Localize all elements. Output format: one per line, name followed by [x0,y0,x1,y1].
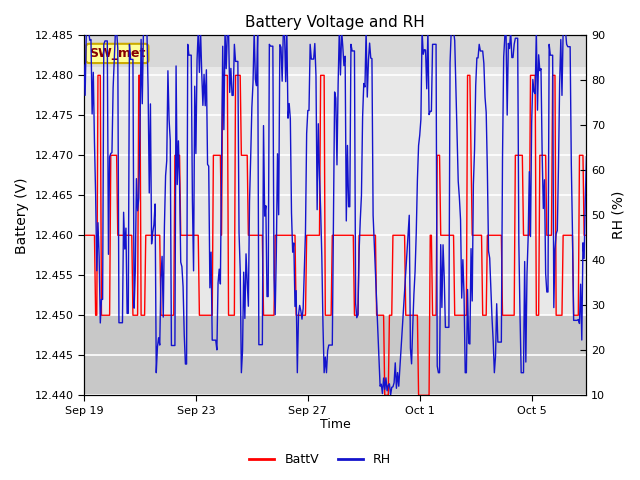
Bar [84,315,586,395]
Legend: BattV, RH: BattV, RH [244,448,396,471]
X-axis label: Time: Time [320,419,351,432]
Title: Battery Voltage and RH: Battery Voltage and RH [245,15,425,30]
Y-axis label: Battery (V): Battery (V) [15,177,29,253]
Y-axis label: RH (%): RH (%) [611,191,625,240]
Bar [84,67,586,315]
Text: SW_met: SW_met [89,47,145,60]
